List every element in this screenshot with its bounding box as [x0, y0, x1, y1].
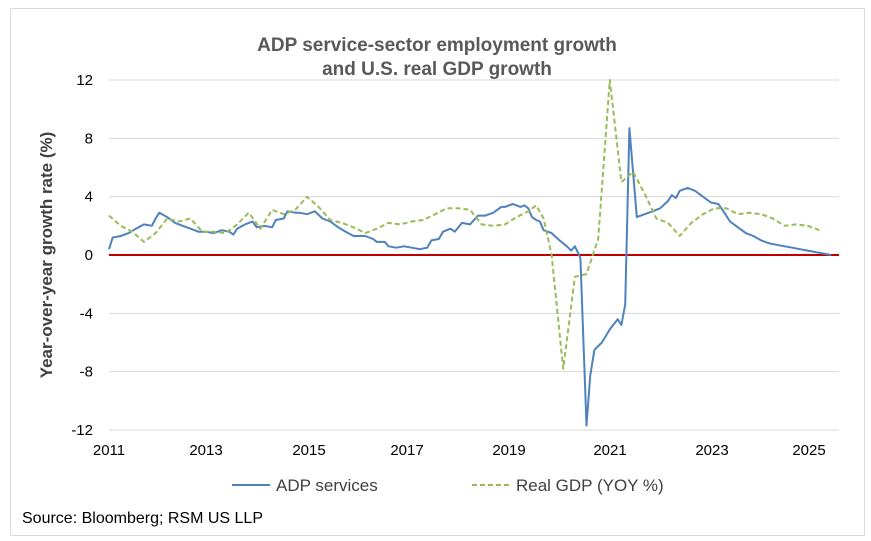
legend-label-gdp: Real GDP (YOY %): [516, 476, 664, 495]
source-note: Source: Bloomberg; RSM US LLP: [22, 510, 263, 527]
x-tick-label: 2013: [189, 442, 222, 459]
legend: ADP services Real GDP (YOY %): [232, 476, 664, 495]
x-tick-label: 2025: [792, 442, 825, 459]
chart-frame: [10, 8, 865, 536]
y-axis-ticks: -12 -8 -4 0 4 8 12: [71, 72, 93, 439]
grid-lines: [109, 79, 839, 431]
x-tick-label: 2017: [390, 442, 423, 459]
series-line-adp-services: [108, 127, 832, 427]
y-tick-label: -4: [80, 305, 93, 322]
x-tick-label: 2023: [695, 442, 728, 459]
y-axis-label: Year-over-year growth rate (%): [37, 132, 56, 379]
x-tick-label: 2021: [593, 442, 626, 459]
y-tick-label: 4: [85, 189, 93, 206]
x-axis-ticks: 2011 2013 2015 2017 2019 2021 2023 2025: [93, 442, 826, 459]
chart-title-line-2: and U.S. real GDP growth: [322, 59, 552, 80]
y-tick-label: -8: [80, 364, 93, 381]
chart-title-line-1: ADP service-sector employment growth: [257, 35, 617, 56]
series-lines: [108, 79, 839, 427]
y-tick-label: 12: [76, 72, 93, 89]
x-tick-label: 2011: [93, 442, 125, 459]
legend-label-adp: ADP services: [276, 476, 378, 495]
y-tick-label: 8: [85, 130, 93, 147]
series-line-real-gdp: [108, 79, 820, 370]
x-tick-label: 2019: [492, 442, 525, 459]
y-tick-label: 0: [85, 247, 93, 264]
x-tick-label: 2015: [292, 442, 325, 459]
y-tick-label: -12: [71, 422, 93, 439]
